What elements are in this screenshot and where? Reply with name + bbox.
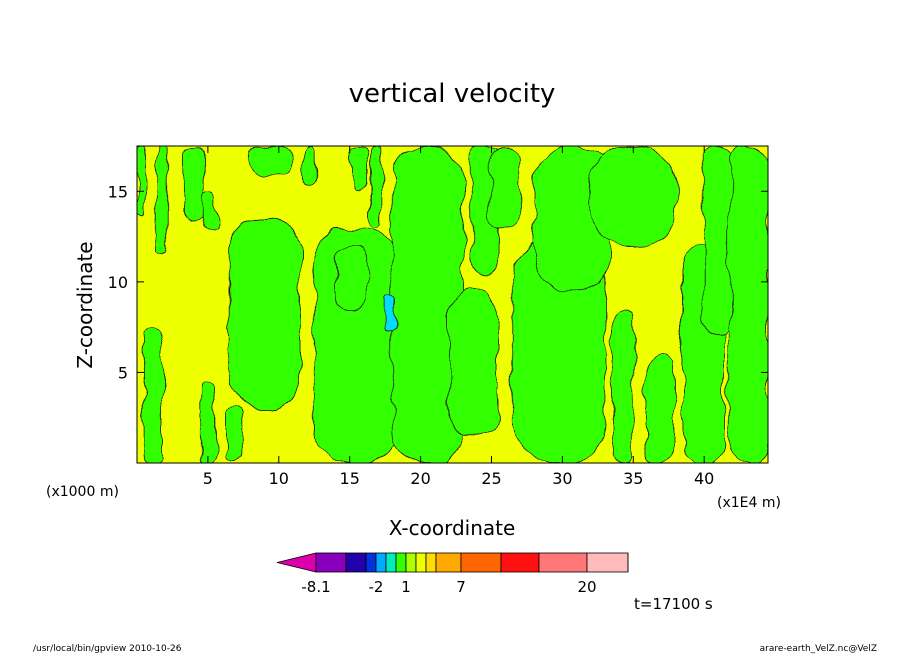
x-unit-right: (x1E4 m) bbox=[717, 495, 781, 511]
colorbar-cell bbox=[315, 552, 347, 573]
colorbar-cell bbox=[385, 552, 397, 573]
cyan-region bbox=[384, 290, 396, 332]
colorbar-cell bbox=[405, 552, 417, 573]
colorbar-tick-label: 7 bbox=[456, 578, 466, 596]
x-tick-label: 25 bbox=[481, 469, 501, 488]
colorbar-arrow-low bbox=[276, 552, 317, 573]
green-region bbox=[335, 245, 368, 310]
colorbar-cell bbox=[500, 552, 540, 573]
chart-title: vertical velocity bbox=[349, 79, 556, 109]
x-tick-label: 10 bbox=[269, 469, 289, 488]
green-region bbox=[647, 353, 674, 463]
time-label: t=17100 s bbox=[634, 595, 713, 613]
contour-regions bbox=[137, 146, 768, 463]
x-tick-label: 30 bbox=[552, 469, 572, 488]
colorbar-tick-label: 1 bbox=[401, 578, 411, 596]
green-region bbox=[611, 308, 634, 463]
colorbar-cell bbox=[395, 552, 407, 573]
x-tick-label: 20 bbox=[410, 469, 430, 488]
green-region bbox=[181, 146, 205, 219]
green-region bbox=[590, 146, 677, 247]
x-axis-label: X-coordinate bbox=[389, 516, 516, 540]
colorbar-cell bbox=[586, 552, 629, 573]
green-region bbox=[370, 146, 382, 228]
y-tick-label: 10 bbox=[108, 273, 128, 292]
x-axis: 5 10 15 20 25 30 35 40 bbox=[203, 146, 714, 488]
colorbar-cell bbox=[538, 552, 588, 573]
colorbar-cell bbox=[375, 552, 387, 573]
colorbar-cell bbox=[435, 552, 462, 573]
green-region bbox=[224, 408, 244, 463]
y-tick-label: 5 bbox=[118, 363, 128, 382]
green-region bbox=[228, 218, 301, 410]
green-region bbox=[157, 146, 169, 256]
x-tick-label: 5 bbox=[203, 469, 213, 488]
colorbar bbox=[276, 552, 629, 573]
colorbar-cell bbox=[415, 552, 427, 573]
x-tick-label: 40 bbox=[694, 469, 714, 488]
colorbar-tick-label: 20 bbox=[577, 578, 596, 596]
colorbar-cell bbox=[345, 552, 367, 573]
green-region bbox=[137, 146, 146, 219]
green-region bbox=[729, 146, 768, 463]
green-region bbox=[303, 146, 317, 183]
green-region bbox=[201, 190, 217, 232]
green-region bbox=[488, 146, 521, 228]
colorbar-tick-label: -2 bbox=[369, 578, 384, 596]
colorbar-tick-label: -8.1 bbox=[301, 578, 330, 596]
colorbar-cell bbox=[460, 552, 502, 573]
green-region bbox=[250, 146, 294, 178]
footer-left: /usr/local/bin/gpview 2010-10-26 bbox=[33, 644, 182, 654]
x-tick-label: 15 bbox=[340, 469, 360, 488]
y-tick-label: 15 bbox=[108, 182, 128, 201]
x-tick-label: 35 bbox=[623, 469, 643, 488]
colorbar-ticks: -8.1 -2 1 7 20 bbox=[301, 578, 596, 596]
green-region bbox=[448, 290, 499, 437]
colorbar-cell bbox=[365, 552, 377, 573]
plot-area bbox=[137, 146, 768, 463]
green-region bbox=[143, 326, 163, 463]
y-axis-label: Z-coordinate bbox=[73, 241, 97, 368]
x-unit-left: (x1000 m) bbox=[46, 484, 119, 500]
footer-right: arare-earth_VelZ.nc@VelZ bbox=[760, 644, 877, 654]
plot-frame bbox=[136, 145, 769, 464]
green-region bbox=[352, 146, 369, 192]
y-axis: 5 10 15 bbox=[108, 182, 768, 382]
green-region bbox=[200, 381, 216, 463]
colorbar-cell bbox=[425, 552, 437, 573]
green-region bbox=[703, 146, 733, 337]
